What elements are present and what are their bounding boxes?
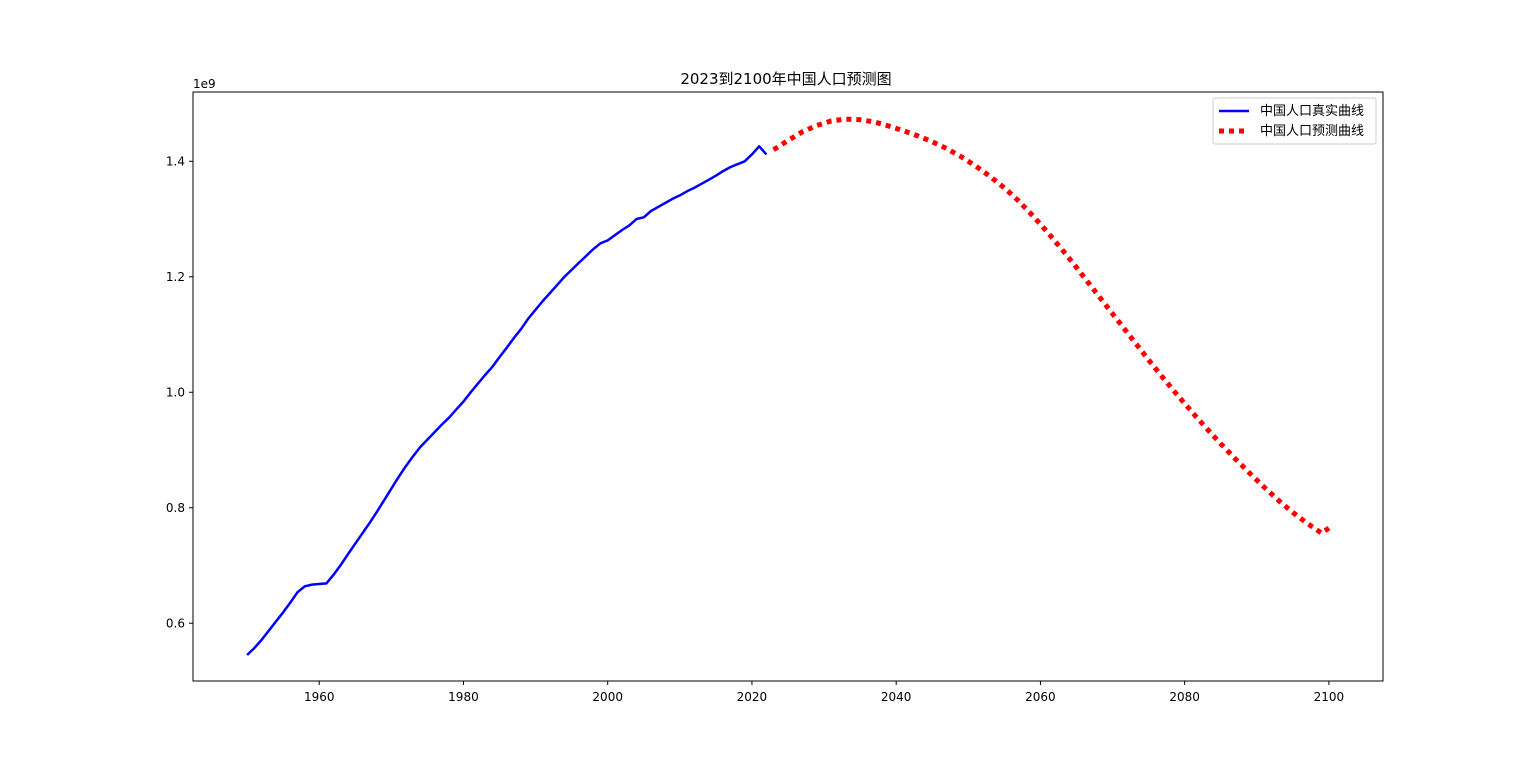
legend-box bbox=[1212, 97, 1377, 145]
plot-area-frame bbox=[192, 91, 1384, 682]
chart-title: 2023到2100年中国人口预测图 bbox=[680, 70, 891, 88]
series-line-real bbox=[246, 145, 768, 656]
x-tick-label: 2040 bbox=[881, 690, 912, 704]
x-tick-label: 2080 bbox=[1169, 690, 1200, 704]
x-tick-label: 1980 bbox=[448, 690, 479, 704]
legend: 中国人口真实曲线 中国人口预测曲线 bbox=[1212, 97, 1377, 145]
y-tick-label: 1.2 bbox=[166, 270, 185, 284]
y-tick-label: 1.4 bbox=[166, 154, 185, 168]
series-line-forecast bbox=[772, 116, 1331, 536]
x-tick-label: 1960 bbox=[304, 690, 335, 704]
x-tick-label: 2060 bbox=[1025, 690, 1056, 704]
x-tick-label: 2000 bbox=[592, 690, 623, 704]
y-offset-label: 1e9 bbox=[193, 77, 216, 91]
y-tick-label: 0.8 bbox=[166, 501, 185, 515]
y-tick-label: 0.6 bbox=[166, 616, 185, 630]
y-axis: 0.6 0.8 1.0 1.2 1.4 bbox=[166, 154, 193, 630]
legend-label-forecast: 中国人口预测曲线 bbox=[1260, 124, 1364, 139]
x-tick-label: 2020 bbox=[737, 690, 768, 704]
x-axis: 1960 1980 2000 2020 2040 2060 2080 2100 bbox=[304, 681, 1344, 704]
legend-label-real: 中国人口真实曲线 bbox=[1260, 104, 1364, 119]
y-tick-label: 1.0 bbox=[166, 385, 185, 399]
x-tick-label: 2100 bbox=[1314, 690, 1345, 704]
series-layer bbox=[246, 116, 1331, 656]
